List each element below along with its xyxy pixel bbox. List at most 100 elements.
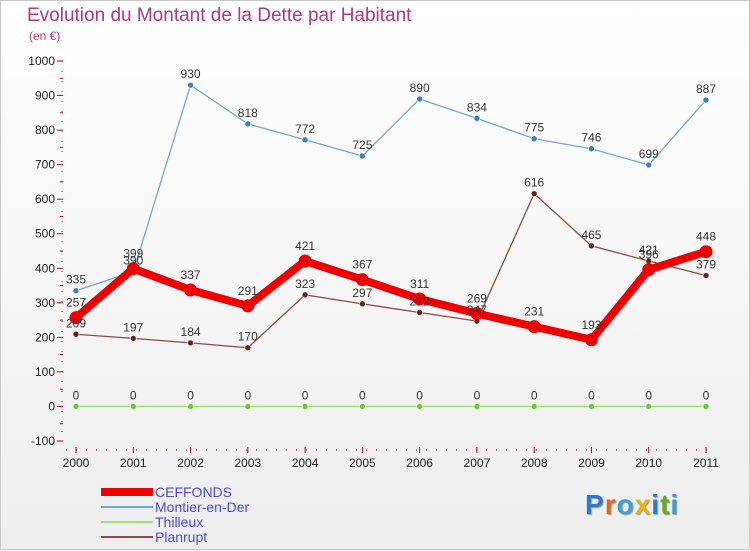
data-point [416,95,423,103]
data-label: 887 [696,82,716,96]
series-line-CEFFONDS [72,247,710,344]
y-tick-label: 600 [35,192,55,206]
legend-label: CEFFONDS [155,484,232,500]
data-label: 465 [581,228,601,242]
chart-unit: (en €) [29,29,61,43]
legend-item: Montier-en-Der [101,500,361,515]
data-label: 0 [703,388,710,402]
x-tick-label: 2007 [464,456,491,470]
data-point [588,403,595,410]
data-point [473,403,481,410]
logo-letter: r [604,489,617,520]
data-point [470,307,484,321]
legend-item: CEFFONDS [101,485,361,500]
legend-swatch [101,506,153,508]
y-tick-label: 100 [35,365,55,379]
logo-letter: i [651,489,661,520]
data-label: 890 [410,81,430,95]
data-point [699,245,713,259]
legend-label: Montier-en-Der [155,499,250,515]
data-point [72,287,80,295]
data-point [588,145,595,153]
data-label: 170 [238,330,258,344]
data-label: 291 [238,284,258,298]
y-tick-label: 800 [35,123,55,137]
x-tick-label: 2004 [292,456,319,470]
data-label: 0 [416,388,423,402]
y-tick-label: 1000 [28,54,55,68]
y-tick-label: -100 [31,434,55,448]
data-label: 0 [645,388,652,402]
legend-swatch [101,488,153,496]
data-label: 323 [295,277,315,291]
data-point [416,309,423,316]
data-label: 0 [302,388,309,402]
data-point [359,152,366,160]
data-point [301,291,309,299]
data-point [184,283,198,297]
legend-item: Planrupt [101,530,361,545]
logo-letter: i [670,489,680,520]
x-tick-label: 2008 [521,456,548,470]
legend-swatch [101,521,153,523]
data-point [187,81,194,89]
data-label: 775 [524,121,544,135]
data-label: 448 [696,230,716,244]
data-label: 0 [588,388,595,402]
data-point [241,299,255,313]
data-point [126,262,140,276]
y-tick-label: 200 [35,330,55,344]
legend-label: Planrupt [155,529,208,545]
data-label: 0 [359,388,366,402]
series-line-Montier-en-Der [75,84,707,292]
data-label: 390 [123,254,143,268]
x-tick-label: 2009 [578,456,605,470]
x-tick-label: 2006 [406,456,433,470]
data-label: 818 [238,106,258,120]
data-label: 0 [244,388,251,402]
y-tick-label: 500 [35,227,55,241]
data-label: 0 [474,388,481,402]
data-label: 335 [66,273,86,287]
data-point [244,344,252,352]
x-tick-label: 2003 [234,456,261,470]
data-label: 0 [531,388,538,402]
data-label: 297 [352,286,372,300]
data-point [69,311,83,325]
data-point [129,335,137,342]
data-label: 930 [181,67,201,81]
data-label: 396 [639,248,659,262]
data-point [129,403,137,410]
data-label: 616 [524,176,544,190]
data-point [244,403,252,410]
series-line-Planrupt [75,193,707,349]
data-label: 272 [410,294,430,308]
data-label: 0 [187,388,194,402]
data-point [187,403,194,410]
proxiti-logo: Proxiti [585,489,679,521]
data-point [244,120,252,128]
data-label: 699 [639,147,659,161]
data-point [355,273,369,287]
x-tick-label: 2005 [349,456,376,470]
data-label: 311 [410,277,429,291]
x-tick-label: 2002 [177,456,204,470]
x-tick-label: 2011 [693,456,719,470]
data-point [530,190,538,197]
y-tick-label: 700 [35,158,55,172]
data-point [301,403,309,410]
data-label: 257 [66,296,86,310]
legend-label: Thilleux [155,514,204,530]
data-label: 247 [467,303,487,317]
data-point [527,320,541,334]
logo-letter: P [585,489,605,520]
data-label: 834 [467,100,487,114]
data-point [702,96,710,104]
data-label: 772 [295,122,315,136]
data-point [642,263,656,277]
data-point [72,330,80,338]
data-label: 421 [639,243,659,257]
y-tick-label: 400 [35,261,55,275]
